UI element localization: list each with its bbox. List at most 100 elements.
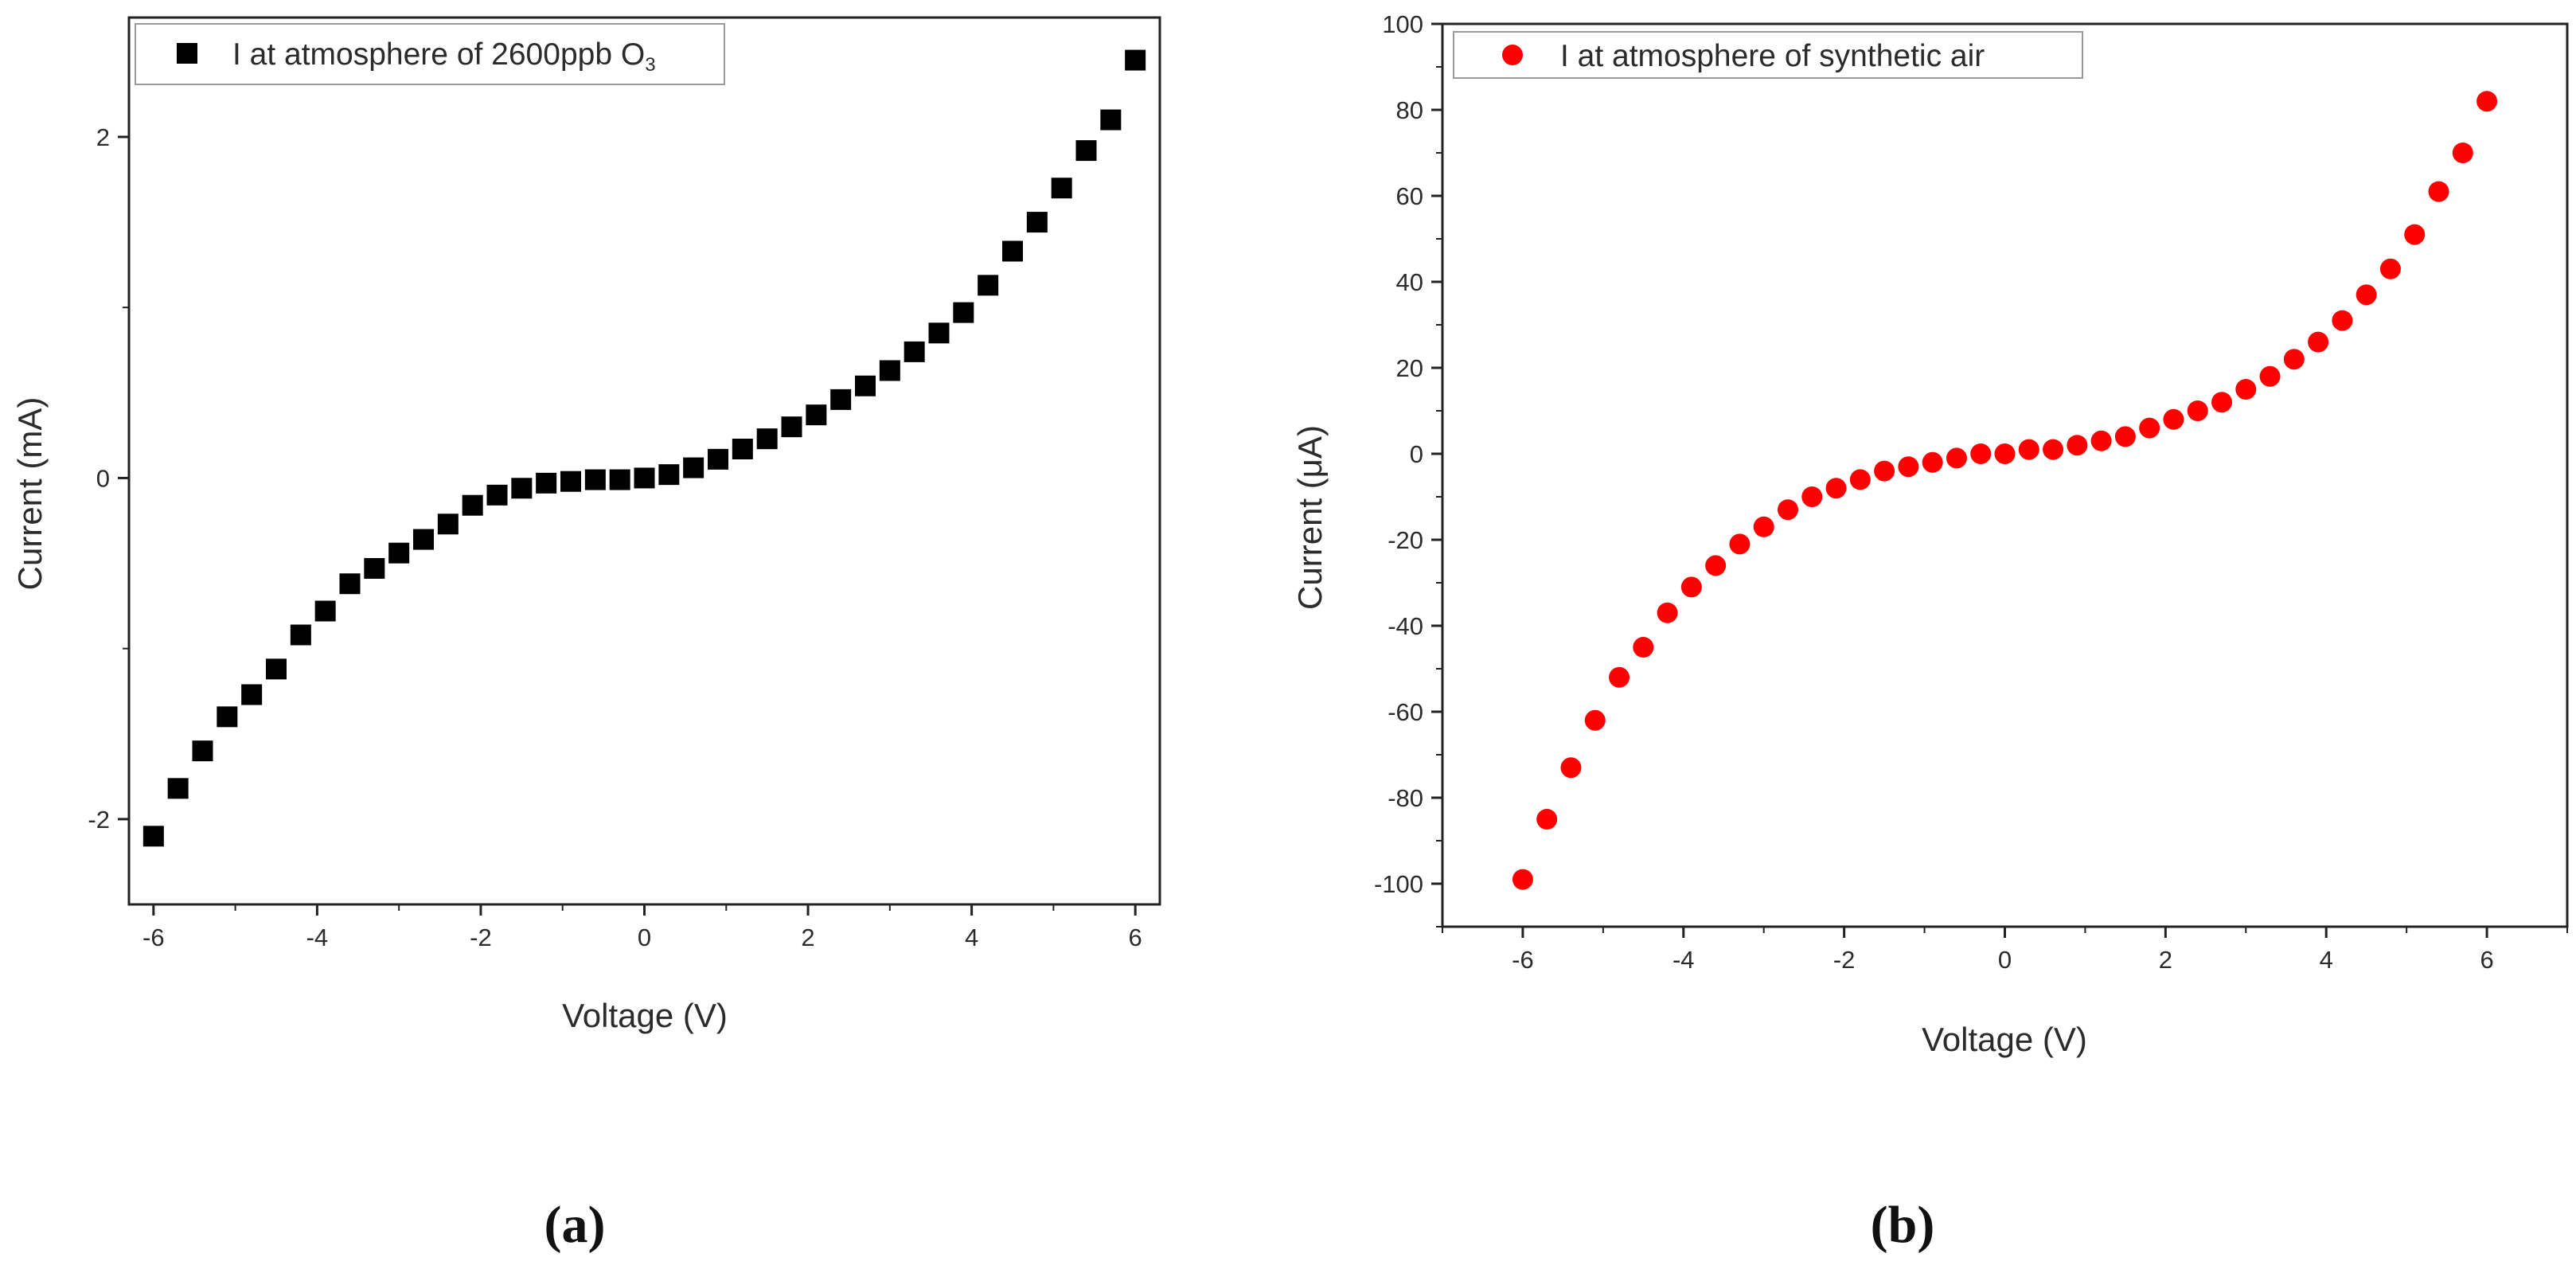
- x-tick-label-a: -2: [470, 924, 492, 951]
- data-point-b: [1801, 486, 1823, 507]
- data-point-a: [1026, 212, 1048, 233]
- y-tick-label-b: 20: [1396, 354, 1423, 382]
- data-point-a: [928, 322, 950, 344]
- data-point-b: [2235, 379, 2257, 400]
- data-point-a: [266, 658, 287, 680]
- data-point-a: [953, 302, 974, 323]
- data-point-a: [1100, 109, 1122, 131]
- data-point-a: [413, 529, 434, 550]
- x-tick-label-b: -4: [1672, 946, 1695, 974]
- x-axis-title-a: Voltage (V): [562, 997, 728, 1034]
- y-tick-label-b: -80: [1388, 784, 1423, 812]
- data-point-a: [978, 275, 999, 296]
- legend-b: I at atmosphere of synthetic air: [1453, 31, 2083, 79]
- y-tick-label-a: 0: [96, 464, 110, 492]
- y-tick-label-b: -40: [1388, 612, 1423, 640]
- data-point-b: [1705, 555, 1727, 576]
- data-point-b: [1657, 602, 1678, 623]
- data-point-b: [2404, 224, 2426, 245]
- data-point-b: [1946, 447, 1967, 469]
- x-tick-label-a: -6: [142, 924, 165, 951]
- caption-b: (b): [1871, 1196, 1935, 1254]
- data-point-a: [486, 484, 508, 506]
- y-tick-label-b: -60: [1388, 698, 1423, 726]
- y-tick-label-a: -2: [88, 806, 110, 834]
- data-point-b: [1994, 443, 2016, 464]
- data-point-b: [2283, 349, 2305, 370]
- data-point-a: [1051, 178, 1072, 199]
- data-point-b: [1825, 478, 1847, 499]
- data-point-a: [658, 464, 680, 486]
- data-point-a: [1002, 240, 1023, 262]
- data-point-b: [2211, 392, 2233, 413]
- y-tick-label-b: -100: [1374, 870, 1423, 898]
- x-tick-label-a: 0: [638, 924, 651, 951]
- data-point-b: [2308, 331, 2329, 353]
- data-point-b: [2187, 400, 2208, 421]
- data-point-a: [462, 494, 483, 516]
- data-point-a: [683, 457, 704, 478]
- y-tick-label-a: 2: [96, 123, 110, 151]
- legend-subscript-a: 3: [645, 54, 655, 76]
- data-point-a: [536, 472, 557, 494]
- data-point-a: [142, 826, 164, 847]
- data-point-b: [1753, 516, 1774, 537]
- data-points-a: [142, 49, 1146, 847]
- data-point-a: [290, 624, 311, 646]
- data-point-b: [1584, 709, 1606, 731]
- data-point-a: [756, 428, 778, 450]
- data-point-a: [830, 389, 852, 410]
- data-point-b: [2428, 181, 2449, 202]
- data-point-b: [1729, 533, 1751, 555]
- data-point-b: [2163, 408, 2184, 430]
- data-point-a: [560, 471, 581, 492]
- legend-text-b: I at atmosphere of synthetic air: [1560, 39, 1985, 73]
- data-point-b: [2332, 310, 2353, 331]
- data-point-b: [2114, 426, 2136, 447]
- y-tick-label-b: 80: [1396, 96, 1423, 124]
- data-point-a: [192, 740, 213, 762]
- y-axis-title-a: Current (mA): [11, 397, 49, 591]
- data-point-a: [437, 514, 459, 535]
- data-point-b: [2379, 258, 2401, 279]
- data-point-a: [904, 341, 925, 362]
- data-point-b: [1849, 469, 1871, 490]
- data-point-b: [1898, 456, 1919, 478]
- x-axis-title-b: Voltage (V): [1922, 1021, 2087, 1058]
- data-point-b: [2139, 417, 2160, 439]
- x-tick-label-b: 4: [2320, 946, 2333, 974]
- data-point-a: [732, 439, 753, 460]
- data-point-b: [1609, 666, 1630, 688]
- data-point-b: [1536, 809, 1558, 830]
- data-point-b: [2067, 435, 2088, 456]
- data-point-a: [388, 542, 410, 564]
- x-tick-label-b: -6: [1512, 946, 1534, 974]
- data-point-a: [806, 404, 827, 426]
- data-point-a: [609, 469, 630, 490]
- x-tick-label-b: -2: [1833, 946, 1856, 974]
- data-point-b: [1922, 451, 1943, 473]
- legend-label-b: I at atmosphere of synthetic air: [1560, 39, 1985, 73]
- ticks-a: -6 -4 -2 0 2 4 6 -2 0 2: [88, 123, 1142, 951]
- x-tick-label-a: -4: [306, 924, 329, 951]
- data-point-b: [2476, 91, 2498, 112]
- legend-marker-a: [177, 43, 197, 64]
- data-point-a: [167, 778, 189, 799]
- data-point-a: [781, 416, 802, 438]
- data-point-a: [855, 375, 876, 396]
- plot-frame-b: [1441, 22, 2569, 928]
- data-point-a: [1125, 49, 1146, 71]
- legend-a: I at atmosphere of 2600ppb O3: [135, 23, 725, 85]
- data-point-b: [1560, 757, 1582, 779]
- data-point-b: [1777, 499, 1798, 521]
- data-point-a: [364, 557, 385, 579]
- data-point-b: [1633, 637, 1654, 658]
- data-point-b: [2090, 430, 2112, 451]
- legend-box-a: [135, 23, 725, 85]
- data-point-a: [708, 448, 728, 470]
- data-point-a: [584, 469, 606, 490]
- data-point-b: [1680, 576, 1702, 598]
